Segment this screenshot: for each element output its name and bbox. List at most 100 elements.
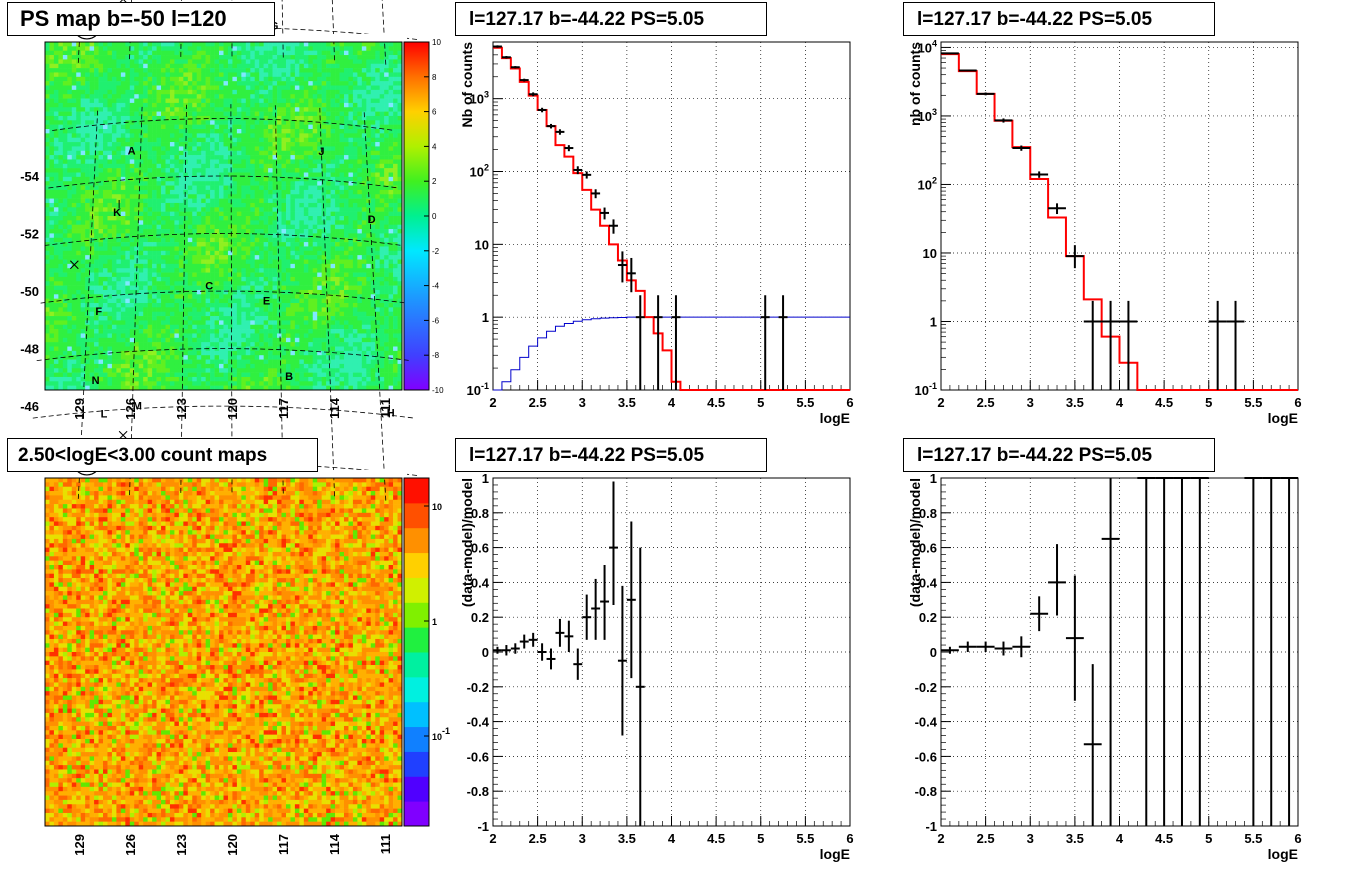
map-pixel — [219, 137, 224, 143]
map-pixel — [67, 185, 73, 191]
map-pixel — [103, 224, 108, 230]
map-pixel — [152, 224, 157, 230]
map-pixel — [201, 285, 206, 291]
map-pixel — [268, 285, 273, 291]
map-pixel — [299, 272, 305, 278]
map-pixel — [80, 107, 86, 112]
map-pixel — [62, 155, 68, 160]
map-pixel — [94, 355, 99, 360]
map-pixel — [294, 137, 300, 143]
map-pixel — [277, 194, 282, 199]
map-pixel — [165, 255, 171, 260]
map-pixel — [143, 168, 148, 173]
map-pixel — [183, 155, 189, 160]
map-pixel — [89, 120, 95, 125]
map-pixel — [161, 189, 166, 195]
map-pixel — [71, 255, 77, 260]
map-pixel — [299, 346, 305, 352]
map-pixel — [299, 298, 305, 304]
map-pixel — [312, 329, 318, 334]
map-pixel — [161, 237, 166, 243]
map-pixel — [174, 89, 180, 95]
map-pixel — [178, 129, 184, 134]
map-pixel — [174, 294, 180, 299]
map-pixel — [196, 385, 202, 391]
map-pixel — [277, 150, 282, 156]
map-pixel — [187, 159, 193, 165]
map-pixel — [241, 381, 247, 386]
map-pixel — [103, 346, 108, 352]
map-pixel — [125, 42, 131, 47]
map-pixel — [236, 207, 242, 212]
map-pixel — [80, 168, 86, 173]
map-pixel — [174, 115, 180, 121]
map-pixel — [201, 255, 206, 260]
map-pixel — [116, 320, 122, 326]
map-pixel — [94, 107, 99, 112]
map-pixel — [120, 303, 126, 308]
map-pixel — [45, 346, 50, 352]
map-pixel — [94, 342, 99, 347]
map-pixel — [303, 115, 309, 121]
map-pixel — [183, 303, 189, 308]
map-pixel — [152, 94, 157, 99]
map-pixel — [201, 385, 206, 391]
map-pixel — [183, 59, 189, 65]
map-pixel — [152, 376, 157, 382]
map-pixel — [285, 142, 291, 147]
map-pixel — [156, 76, 162, 82]
map-pixel — [134, 55, 140, 60]
map-pixel — [254, 216, 260, 221]
map-pixel — [205, 98, 211, 104]
map-pixel — [129, 63, 135, 69]
map-pixel — [303, 281, 309, 286]
map-pixel — [281, 72, 287, 78]
map-pixel — [111, 368, 117, 373]
map-pixel — [143, 350, 148, 356]
map-pixel — [263, 94, 269, 99]
map-pixel — [219, 276, 224, 282]
map-pixel — [103, 85, 108, 91]
map-pixel — [254, 281, 260, 286]
map-pixel — [134, 311, 140, 317]
map-pixel — [290, 368, 296, 373]
map-pixel — [80, 198, 86, 204]
map-pixel — [308, 298, 314, 304]
map-pixel — [85, 211, 90, 217]
map-pixel — [116, 294, 122, 299]
map-pixel — [223, 372, 229, 378]
map-pixel — [210, 63, 215, 69]
map-pixel — [89, 381, 95, 386]
map-pixel — [312, 324, 318, 330]
map-pixel — [232, 307, 238, 312]
map-pixel — [53, 303, 59, 308]
map-pixel — [67, 172, 73, 178]
map-pixel — [111, 289, 117, 295]
map-pixel — [116, 50, 122, 56]
map-pixel — [308, 207, 314, 212]
map-pixel — [303, 185, 309, 191]
map-pixel — [214, 368, 220, 373]
map-pixel — [196, 172, 202, 178]
map-pixel — [174, 372, 180, 378]
map-pixel — [174, 76, 180, 82]
map-pixel — [165, 146, 171, 152]
map-pixel — [272, 76, 278, 82]
map-pixel — [281, 329, 287, 334]
map-pixel — [250, 316, 256, 321]
map-pixel — [129, 216, 135, 221]
map-pixel — [308, 150, 314, 156]
map-pixel — [53, 216, 59, 221]
map-pixel — [53, 55, 59, 60]
map-pixel — [129, 150, 135, 156]
map-pixel — [272, 94, 278, 99]
map-pixel — [210, 129, 215, 134]
map-pixel — [125, 359, 131, 365]
map-pixel — [125, 59, 131, 65]
map-pixel — [268, 133, 273, 138]
map-pixel — [236, 176, 242, 182]
map-pixel — [152, 155, 157, 160]
map-pixel — [116, 68, 122, 73]
map-pixel — [45, 102, 50, 108]
map-pixel — [89, 276, 95, 282]
